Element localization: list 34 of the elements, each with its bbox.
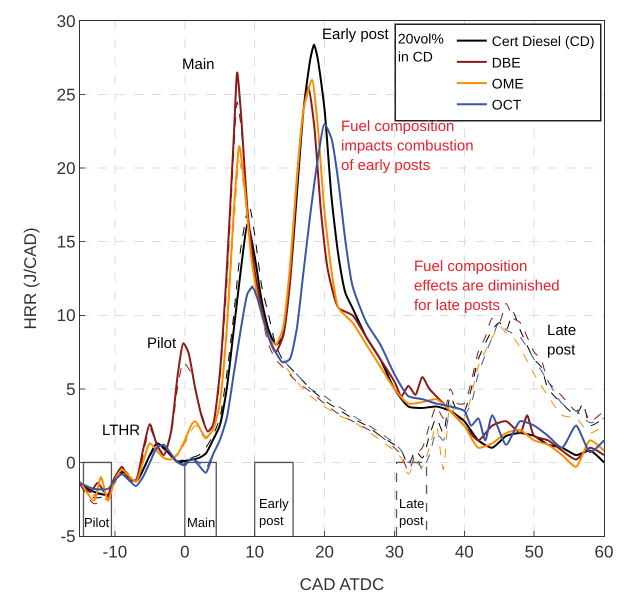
x-tick-label: 60: [594, 542, 614, 562]
x-tick-label: 40: [454, 542, 474, 562]
annotation: Pilot: [147, 335, 178, 352]
annotation: Main: [187, 515, 216, 530]
y-tick-label: 10: [56, 306, 76, 326]
legend-label: DBE: [492, 54, 521, 70]
x-tick-label: 20: [315, 542, 334, 562]
y-tick-label: 20: [56, 159, 76, 178]
y-axis-title: HRR (J/CAD): [21, 228, 40, 330]
annotation: Fuel composition effects are diminished for late posts: [414, 258, 560, 314]
y-tick-label: 15: [56, 232, 76, 252]
legend-label: Cert Diesel (CD): [492, 33, 594, 50]
y-tick-label: 25: [56, 86, 76, 105]
x-tick-label: 30: [384, 542, 404, 562]
x-tick-label: 10: [245, 542, 264, 562]
annotation: Pilot: [84, 515, 110, 530]
legend-label: OME: [492, 76, 524, 92]
y-tick-label: 5: [66, 380, 76, 399]
legend-label: OCT: [492, 96, 522, 113]
annotation: Early post: [259, 496, 290, 528]
x-tick-label: -10: [102, 542, 128, 562]
annotation: LTHR: [102, 422, 140, 439]
annotation: Late post: [547, 322, 576, 358]
x-axis-title: CAD ATDC: [300, 575, 384, 594]
annotation: Fuel composition impacts combustion of early posts: [341, 118, 474, 174]
x-tick-label: 0: [180, 542, 190, 562]
annotation: Main: [182, 56, 215, 73]
y-tick-label: 0: [66, 453, 76, 472]
legend-title: 20vol% in CD: [398, 30, 444, 64]
annotation: Late post: [399, 496, 424, 528]
x-tick-label: 50: [524, 542, 544, 562]
y-tick-label: 30: [56, 12, 76, 31]
y-tick-label: -5: [60, 526, 76, 546]
annotation: Early post: [322, 26, 390, 43]
